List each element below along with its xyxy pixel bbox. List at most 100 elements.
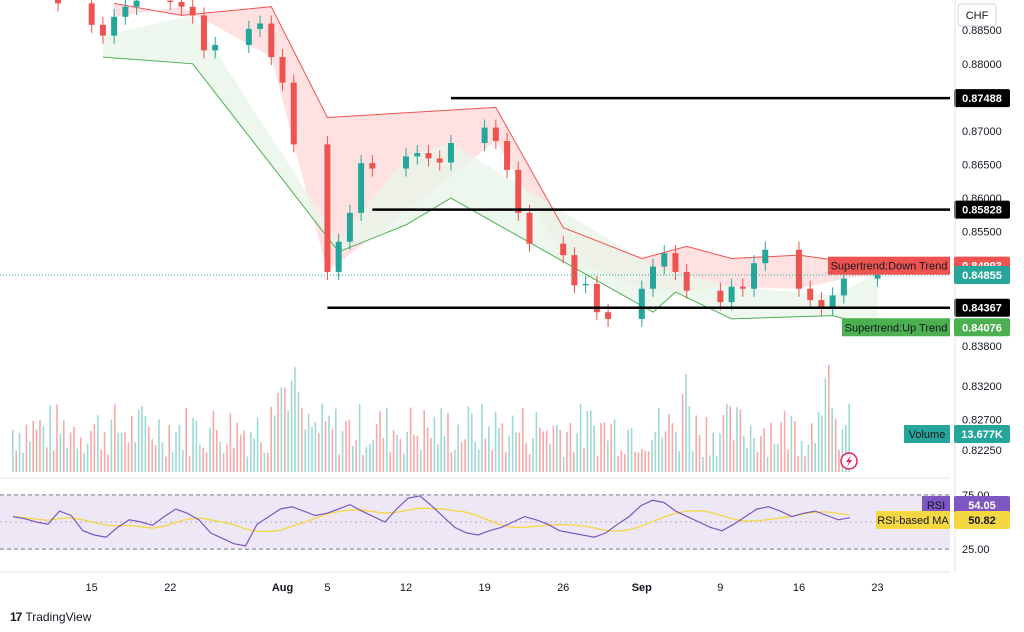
volume-bar <box>845 424 847 472</box>
volume-bar <box>117 432 119 472</box>
candle-body <box>874 274 881 279</box>
volume-bar <box>596 455 599 472</box>
volume-bar <box>324 421 327 472</box>
volume-bar <box>573 452 575 472</box>
x-tick-label: 22 <box>164 582 176 594</box>
volume-bar <box>406 431 408 472</box>
rsi-ma-tag-name: RSI-based MA <box>877 515 949 527</box>
x-tick-label: 19 <box>478 582 490 594</box>
volume-bar <box>430 438 432 472</box>
supertrend-up-line <box>102 56 878 328</box>
volume-bar <box>702 456 704 472</box>
volume-bar <box>297 391 300 472</box>
volume-bar <box>831 408 833 472</box>
volume-tag-value: 13.677K <box>961 429 1003 441</box>
volume-bar <box>369 444 371 472</box>
volume-bar <box>69 432 72 472</box>
volume-bar <box>93 423 96 472</box>
volume-bar <box>817 411 820 472</box>
volume-bar <box>753 438 755 472</box>
volume-bar <box>423 410 425 472</box>
volume-bar <box>807 444 810 472</box>
volume-bar <box>511 415 514 472</box>
candle-body <box>200 15 207 51</box>
candle-body <box>560 243 567 256</box>
volume-bar <box>654 431 657 472</box>
rsi-tick-label: 25.00 <box>962 544 990 556</box>
volume-bar <box>243 430 245 472</box>
rsi-line <box>12 495 851 547</box>
volume-bar <box>25 424 28 472</box>
volume-bar <box>307 413 310 472</box>
volume-bar <box>345 420 347 472</box>
volume-bar <box>841 429 844 472</box>
price-tick-label: 0.82700 <box>962 415 1002 427</box>
volume-bar <box>124 432 126 472</box>
volume-bar <box>518 432 521 472</box>
volume-bar <box>763 428 765 472</box>
volume-bar <box>158 419 160 472</box>
volume-bar <box>634 452 636 472</box>
volume-bar <box>49 405 51 472</box>
candle-body <box>369 163 376 169</box>
volume-bar <box>318 432 320 472</box>
candle-body <box>447 143 454 163</box>
volume-bar <box>437 444 439 472</box>
candle-body <box>504 141 511 170</box>
supertrend-down-tag-name-box <box>828 256 950 275</box>
volume-bar <box>440 408 442 472</box>
volume-bar <box>467 406 470 472</box>
level-tag <box>954 89 1010 108</box>
volume-bar <box>22 452 24 472</box>
volume-bar <box>593 425 595 472</box>
volume-bar <box>260 442 262 472</box>
candle-body <box>268 23 275 58</box>
volume-bar <box>205 452 208 472</box>
volume-bar <box>692 451 694 472</box>
candle-body <box>593 284 600 313</box>
volume-bar <box>239 434 242 472</box>
last-price-tag-value-box <box>954 265 1010 284</box>
volume-bar <box>498 427 500 472</box>
volume-bar <box>56 404 58 472</box>
volume-bar <box>811 423 813 472</box>
volume-bar <box>471 413 473 472</box>
candle-body <box>425 153 432 159</box>
volume-bar <box>219 441 221 472</box>
candle-body <box>807 288 814 301</box>
volume-bar <box>127 442 130 472</box>
volume-bar <box>212 410 215 472</box>
candle-body <box>661 253 668 267</box>
volume-bar <box>355 439 357 472</box>
volume-bar <box>719 433 721 472</box>
candle-body <box>279 57 286 83</box>
volume-bar <box>488 426 490 472</box>
volume-bar <box>780 422 782 472</box>
volume-bar <box>199 444 201 472</box>
volume-bar <box>233 447 235 472</box>
volume-bar <box>552 425 555 472</box>
level-tag-value: 0.87488 <box>962 93 1002 105</box>
candle-body <box>257 23 264 29</box>
rsi-pane <box>0 494 950 550</box>
volume-tag-name-box <box>904 425 950 443</box>
horizontal-levels[interactable]: 0.87488 0.85828 0.84367 <box>327 89 1010 317</box>
volume-bar <box>314 422 317 472</box>
candle-body <box>346 212 353 242</box>
candle-body <box>481 127 488 144</box>
volume-bar <box>86 443 89 472</box>
currency-box <box>957 3 997 27</box>
volume-bar <box>171 452 174 472</box>
volume-bar <box>151 439 153 472</box>
volume-bar <box>338 454 340 472</box>
volume-bar <box>685 374 687 472</box>
supertrend-up-tag-value: 0.84076 <box>962 322 1002 334</box>
volume-bar <box>549 443 551 472</box>
volume-bar <box>66 447 68 472</box>
volume-bar <box>617 456 619 472</box>
supertrend-up-tag-name-box <box>842 318 950 337</box>
candle-body <box>717 290 724 303</box>
volume-bar <box>267 452 269 472</box>
volume-bar <box>542 431 544 472</box>
